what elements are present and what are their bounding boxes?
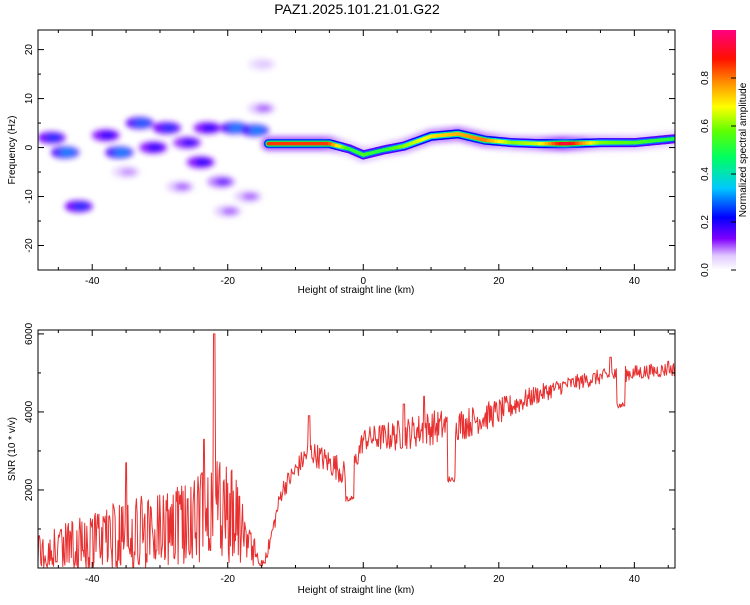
spectrogram-xtick-label: 20 xyxy=(493,276,505,287)
colorbar-tick-label: 0.4 xyxy=(700,167,711,181)
chart-title: PAZ1.2025.101.21.01.G22 xyxy=(274,1,440,17)
spectrogram-blob-core xyxy=(242,193,258,200)
spectrogram-xtick-label: -40 xyxy=(85,276,100,287)
spectrogram-ytick-label: 20 xyxy=(24,44,35,56)
spectrogram-blob-core xyxy=(201,124,217,131)
snr-ytick-label: 2000 xyxy=(24,478,35,501)
spectrogram-blob-core xyxy=(174,183,190,190)
spectrogram-blob-core xyxy=(249,127,265,134)
colorbar-gradient xyxy=(712,30,736,270)
spectrogram-xtick-label: 40 xyxy=(629,276,641,287)
snr-xtick-label: 0 xyxy=(360,574,366,585)
snr-xtick-label: 40 xyxy=(629,574,641,585)
spectrogram-heatmap xyxy=(38,30,675,270)
spectrogram-blob-core xyxy=(46,134,62,141)
colorbar-tick-label: 0.0 xyxy=(700,263,711,277)
spectrogram-ytick-label: -20 xyxy=(24,238,35,253)
spectrogram-blob-core xyxy=(120,169,136,176)
spectrogram-blob-core xyxy=(134,120,150,127)
snr-xtick-label: 20 xyxy=(493,574,505,585)
spectrogram-ytick-label: 10 xyxy=(24,93,35,105)
snr-ytick-label: 4000 xyxy=(24,400,35,423)
spectrogram-xlabel: Height of straight line (km) xyxy=(298,285,415,296)
colorbar-tick-label: 0.6 xyxy=(700,119,711,133)
colorbar-tick-label: 0.2 xyxy=(700,215,711,229)
spectrogram-blob-core xyxy=(161,124,177,131)
spectrogram-blob-core xyxy=(195,159,211,166)
spectrogram-blob-core xyxy=(256,105,272,112)
spectrogram-blob-core xyxy=(215,178,231,185)
snr-frame xyxy=(38,330,675,568)
colorbar: 0.0 0.2 0.4 0.6 0.8 Normalized spectral ampl… xyxy=(700,30,749,277)
snr-xtick-label: -40 xyxy=(85,574,100,585)
spectrogram-blob-core xyxy=(256,61,272,68)
colorbar-tick-label: 0.8 xyxy=(700,71,711,85)
spectrogram-blob-core xyxy=(147,144,163,151)
colorbar-label: Normalized spectral amplitude xyxy=(738,82,749,217)
spectrogram-blob-core xyxy=(59,149,75,156)
snr-ytick-label: 6000 xyxy=(24,322,35,345)
spectrogram-blob-core xyxy=(100,132,116,139)
spectrogram-blob-core xyxy=(73,203,89,210)
snr-xlabel: Height of straight line (km) xyxy=(298,585,415,596)
snr-panel: -40 -20 0 20 40 2000 4000 6000 Height of straig… xyxy=(7,322,675,596)
snr-xtick-label: -20 xyxy=(221,574,236,585)
spectrogram-xtick-label: -20 xyxy=(221,276,236,287)
spectrogram-ytick-label: -10 xyxy=(24,189,35,204)
spectrogram-blob-core xyxy=(222,208,238,215)
snr-series-line xyxy=(38,334,675,567)
snr-ticks: -40 -20 0 20 40 2000 4000 6000 xyxy=(24,322,675,585)
spectrogram-blob-core xyxy=(181,139,197,146)
spectrogram-blob-core xyxy=(113,149,129,156)
spectrogram-ylabel: Frequency (Hz) xyxy=(7,116,18,185)
snr-ylabel: SNR (10 * v/v) xyxy=(7,417,18,481)
spectrogram-ytick-label: 0 xyxy=(24,144,35,150)
